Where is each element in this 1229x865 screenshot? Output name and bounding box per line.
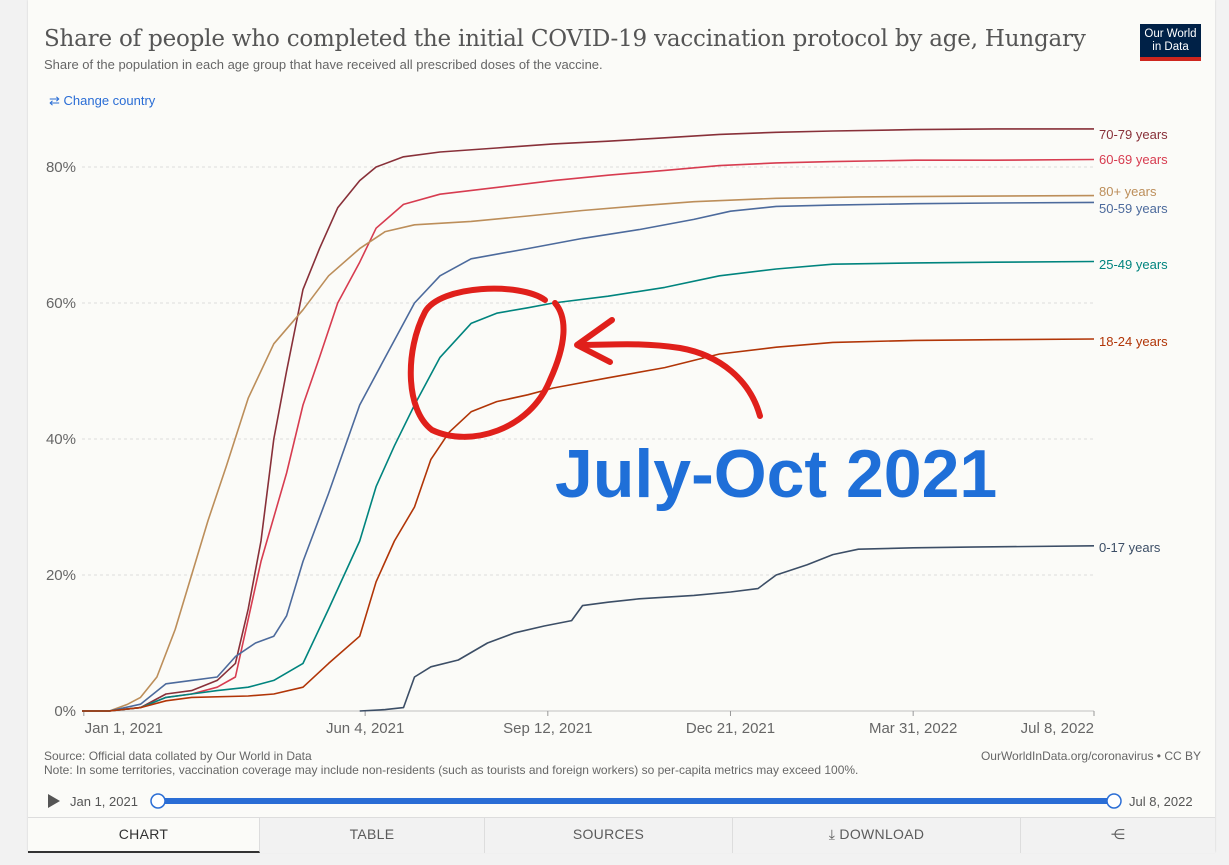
series-label: 60-69 years	[1099, 152, 1168, 167]
series-label: 50-59 years	[1099, 201, 1168, 216]
tab-sources[interactable]: SOURCES	[485, 818, 733, 853]
tab-download[interactable]: ⤓ DOWNLOAD	[733, 818, 1021, 853]
annotation-arrow-head	[574, 317, 615, 365]
chart-subtitle: Share of the population in each age grou…	[44, 57, 603, 72]
tab-table[interactable]: TABLE	[260, 818, 485, 853]
timeline-start-handle[interactable]	[150, 793, 166, 809]
timeline-end-handle[interactable]	[1106, 793, 1122, 809]
x-tick-label: Mar 31, 2022	[869, 720, 957, 737]
y-axis-ticks: 0% 20% 40% 60% 80%	[46, 159, 76, 720]
series-label: 80+ years	[1099, 184, 1157, 199]
x-axis-ticks: Jan 1, 2021 Jun 4, 2021 Sep 12, 2021 Dec 21…	[83, 711, 1095, 737]
y-tick-label: 60%	[46, 295, 76, 312]
x-tick-label: Jan 1, 2021	[85, 720, 163, 737]
share-button[interactable]: ⋲	[1021, 818, 1215, 853]
y-tick-label: 40%	[46, 431, 76, 448]
x-tick-label: Dec 21, 2021	[686, 720, 775, 737]
download-label: DOWNLOAD	[839, 826, 925, 842]
share-icon: ⋲	[1110, 826, 1126, 842]
y-tick-label: 80%	[46, 159, 76, 176]
timeline-track[interactable]	[158, 798, 1114, 804]
chart-title: Share of people who completed the initia…	[44, 26, 1086, 52]
series-labels: 70-79 years 60-69 years 80+ years 50-59 yea…	[1099, 127, 1168, 555]
x-tick-label: Sep 12, 2021	[503, 720, 592, 737]
credit-link[interactable]: OurWorldInData.org/coronavirus • CC BY	[980, 749, 1201, 763]
timeline-start-label: Jan 1, 2021	[70, 794, 138, 809]
x-tick-label: Jul 8, 2022	[1021, 720, 1094, 737]
play-icon[interactable]	[48, 794, 60, 808]
series-line	[359, 545, 1095, 712]
series-label: 0-17 years	[1099, 540, 1161, 555]
note-text: Note: In some territories, vaccination c…	[44, 763, 859, 777]
series-line	[82, 194, 1095, 712]
series-label: 70-79 years	[1099, 127, 1168, 142]
series-line	[82, 201, 1095, 712]
x-tick-label: Jun 4, 2021	[326, 720, 404, 737]
source-text: Source: Official data collated by Our Wo…	[44, 749, 312, 763]
series-label: 18-24 years	[1099, 334, 1168, 349]
series-lines	[82, 128, 1095, 712]
change-country-label: Change country	[63, 93, 156, 108]
chart-grid	[82, 166, 1094, 712]
series-line	[82, 128, 1094, 712]
y-tick-label: 0%	[54, 703, 76, 720]
logo-line-2: in Data	[1152, 41, 1189, 53]
timeline-end-label: Jul 8, 2022	[1129, 794, 1193, 809]
series-line	[82, 338, 1095, 712]
chart-card	[28, 0, 1215, 852]
owid-logo[interactable]: Our World in Data	[1140, 24, 1201, 61]
annotation-circle	[407, 285, 567, 440]
swap-icon: ⇄	[49, 93, 60, 108]
tab-bar: CHART TABLE SOURCES ⤓ DOWNLOAD ⋲	[28, 817, 1215, 853]
annotation-text: July-Oct 2021	[555, 436, 997, 512]
annotation-arrow-shaft	[577, 341, 763, 419]
y-tick-label: 20%	[46, 567, 76, 584]
logo-line-1: Our World	[1144, 28, 1197, 40]
series-label: 25-49 years	[1099, 257, 1168, 272]
change-country-button[interactable]: ⇄ Change country	[49, 93, 155, 109]
annotation-layer: July-Oct 2021	[407, 285, 997, 512]
timeline: Jan 1, 2021 Jul 8, 2022	[48, 793, 1193, 809]
tab-chart[interactable]: CHART	[28, 818, 260, 853]
download-icon: ⤓	[828, 826, 836, 842]
